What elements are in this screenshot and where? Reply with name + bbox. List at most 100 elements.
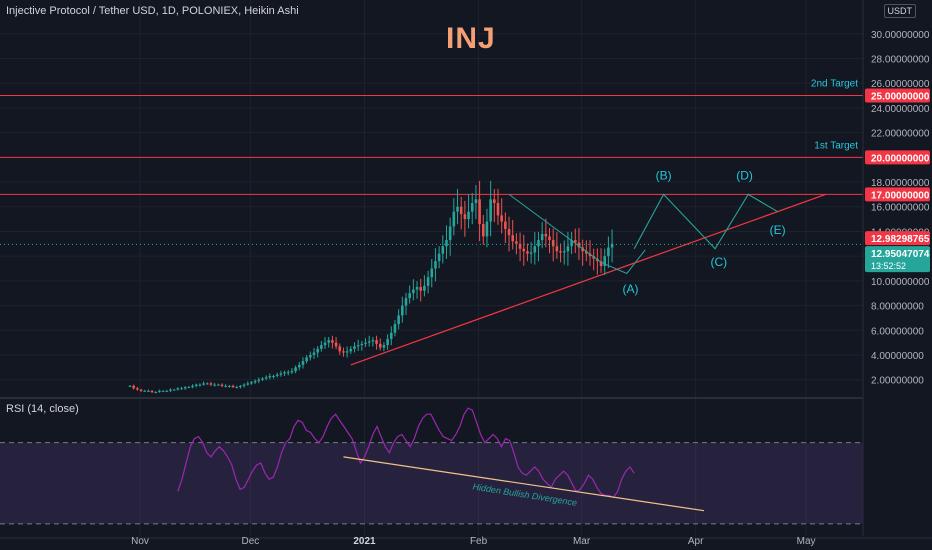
candle-body	[154, 392, 158, 394]
candle-body	[250, 382, 253, 384]
price-axis-label: 22.00000000	[871, 129, 930, 140]
candle-body	[610, 243, 614, 248]
candle-body	[423, 285, 426, 291]
price-axis-label: 16.00000000	[871, 203, 930, 214]
candle-body	[353, 346, 356, 349]
candle-body	[607, 247, 610, 257]
wave-label: (A)	[622, 282, 638, 296]
candle-body	[327, 340, 331, 343]
target-badge	[865, 88, 930, 103]
candle-body	[485, 221, 489, 237]
time-axis-label: Mar	[573, 536, 591, 547]
candle-body	[272, 375, 275, 377]
candle-body	[364, 342, 367, 344]
candle-body	[143, 390, 147, 392]
countdown-label: 13:52:52	[871, 261, 906, 271]
time-axis-label: Feb	[470, 536, 488, 547]
candle-body	[463, 214, 467, 220]
candle-body	[382, 345, 386, 348]
candle-body	[448, 226, 452, 241]
target-badge-label: 25.00000000	[871, 92, 930, 103]
candle-body	[183, 387, 187, 389]
candle-body	[360, 343, 364, 346]
candle-body	[176, 388, 180, 390]
candle-body	[551, 240, 555, 247]
candle-body	[603, 256, 607, 267]
candle-body	[139, 389, 143, 391]
candle-body	[496, 203, 500, 216]
candle-body	[235, 387, 239, 389]
candle-body	[507, 228, 511, 236]
candle-body	[441, 246, 445, 254]
candle-body	[294, 367, 297, 372]
candle-body	[588, 253, 592, 257]
candle-body	[187, 387, 191, 389]
candle-body	[452, 211, 456, 227]
symbol-header: Injective Protocol / Tether USD, 1D, POL…	[6, 5, 299, 17]
candle-body	[386, 338, 389, 346]
last-price-badge	[865, 231, 930, 246]
time-axis-label: Dec	[242, 536, 260, 547]
candle-body	[548, 236, 551, 241]
candle-body	[573, 240, 577, 243]
wave-label: (B)	[656, 169, 672, 183]
price-axis-label: 18.00000000	[871, 178, 930, 189]
rsi-header: RSI (14, close)	[6, 403, 79, 415]
rising-trendline	[350, 193, 826, 366]
candle-body	[217, 384, 220, 386]
candle-body	[312, 352, 316, 355]
candle-body	[533, 246, 537, 253]
candle-body	[220, 384, 224, 386]
candle-body	[286, 372, 290, 374]
candle-body	[136, 388, 139, 390]
candle-body	[128, 385, 132, 387]
price-axis-label: 26.00000000	[871, 79, 930, 90]
candle-body	[161, 390, 165, 392]
candle-body	[132, 385, 135, 389]
price-axis-label: 2.00000000	[871, 376, 924, 387]
candle-body	[470, 203, 474, 212]
candle-body	[213, 384, 216, 386]
time-axis-label: May	[797, 536, 816, 547]
candle-body	[555, 246, 559, 252]
candle-body	[419, 287, 423, 291]
candle-body	[283, 372, 286, 374]
candle-body	[371, 340, 375, 342]
candle-body	[529, 252, 533, 254]
candle-body	[275, 374, 279, 376]
candle-body	[334, 342, 338, 347]
candle-body	[338, 346, 342, 352]
candle-body	[228, 385, 231, 387]
candle-body	[158, 390, 161, 393]
candle-body	[239, 385, 242, 388]
chart-title: INJ	[446, 22, 496, 55]
candle-body	[515, 241, 518, 244]
candle-body	[562, 251, 566, 253]
candle-body	[316, 348, 319, 353]
candle-body	[408, 293, 411, 299]
candle-body	[331, 340, 334, 343]
candle-body	[198, 384, 202, 386]
wave-projection	[633, 193, 778, 250]
currency-badge[interactable]: USDT	[883, 4, 916, 18]
time-axis-label: Apr	[688, 536, 704, 547]
candle-body	[504, 221, 507, 229]
candle-body	[172, 389, 176, 391]
wave-label: (D)	[736, 169, 753, 183]
candle-body	[566, 246, 570, 252]
candle-body	[165, 390, 169, 392]
price-axis-label: 24.00000000	[871, 104, 930, 115]
candle-body	[426, 277, 430, 286]
target-badge-label: 17.00000000	[871, 190, 930, 201]
candle-body	[246, 383, 250, 385]
candle-body	[415, 287, 419, 290]
candle-body	[434, 261, 437, 269]
candle-body	[323, 342, 327, 346]
candle-body	[412, 289, 415, 294]
candle-body	[268, 375, 272, 378]
candle-body	[342, 351, 345, 353]
candle-body	[481, 224, 485, 237]
candle-body	[301, 361, 305, 365]
